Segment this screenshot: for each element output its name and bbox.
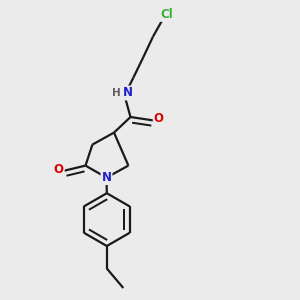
- Text: N: N: [101, 171, 112, 184]
- Text: N: N: [122, 86, 133, 100]
- Text: O: O: [154, 112, 164, 125]
- Text: O: O: [54, 163, 64, 176]
- Text: Cl: Cl: [160, 8, 173, 21]
- Text: H: H: [112, 88, 121, 98]
